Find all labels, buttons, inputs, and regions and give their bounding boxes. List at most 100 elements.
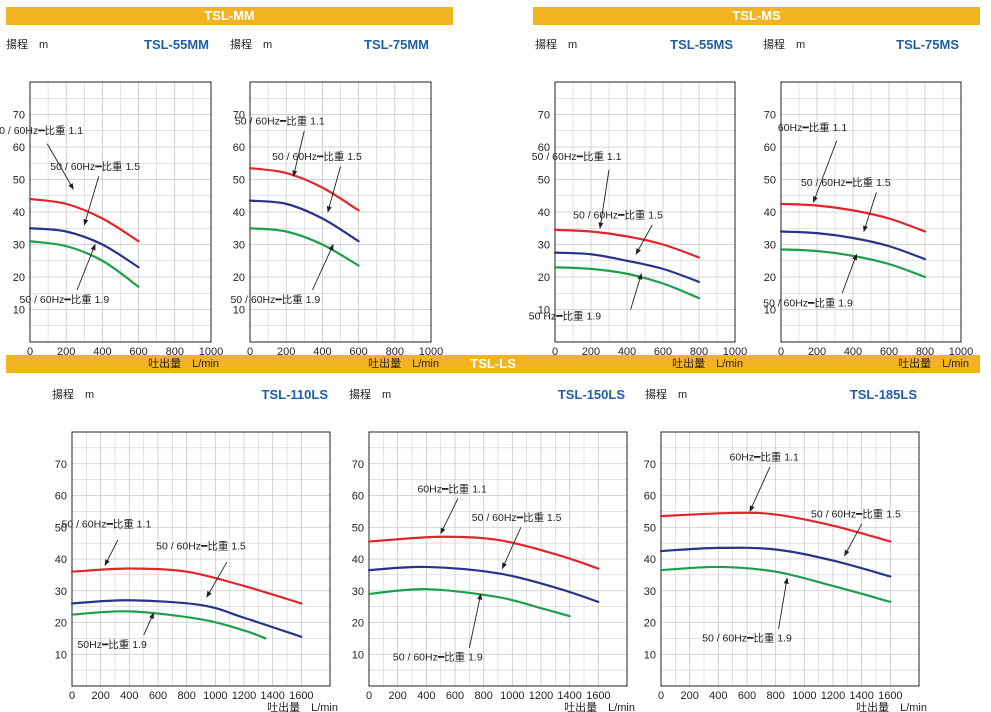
x-tick-label: 1200 [232,690,256,702]
y-tick-label: 60 [644,491,656,503]
x-tick-label: 200 [808,346,826,358]
x-tick-label: 1000 [203,690,227,702]
y-tick-label: 20 [538,272,550,284]
annotation-arrow [501,527,522,570]
y-axis-label: 揚程 m [6,38,48,51]
banner-tsl-ls: TSL-LS [6,355,980,373]
y-tick-label: 50 [55,522,67,534]
plot-frame [249,81,432,343]
y-tick-label: 20 [55,618,67,630]
x-axis-label: 吐出量 L/min [148,356,219,370]
y-tick-label: 60 [233,142,245,154]
y-tick-label: 70 [233,110,245,122]
x-tick-label: 0 [658,690,664,702]
annotation-arrow [326,166,341,213]
x-tick-label: 600 [349,346,367,358]
series-line-red [28,197,140,243]
y-tick-label: 40 [764,207,776,219]
series-line-blue [70,599,303,638]
annotation-arrow [598,169,610,229]
y-tick-label: 10 [352,649,364,661]
annotation-label: 50 / 60Hz━比重 1.1 [0,124,83,137]
annotation-label: 50 / 60Hz━比重 1.5 [50,160,140,173]
x-axis-label: 吐出量 L/min [564,700,635,712]
y-tick-label: 20 [644,618,656,630]
x-tick-label: 1000 [723,346,747,358]
x-tick-label: 600 [129,346,147,358]
x-tick-label: 800 [386,346,404,358]
x-tick-label: 0 [552,346,558,358]
x-axis-label: 吐出量 L/min [672,356,743,370]
y-tick-label: 30 [764,240,776,252]
y-tick-label: 70 [13,110,25,122]
plot-frame [29,81,212,343]
annotation-arrow [292,130,305,177]
x-tick-label: 200 [57,346,75,358]
series-line-blue [659,546,892,578]
x-tick-label: 0 [27,346,33,358]
annotation-label: 50 / 60Hz━比重 1.5 [573,209,663,222]
annotation-arrow [143,612,155,636]
y-tick-label: 20 [352,618,364,630]
x-tick-label: 0 [69,690,75,702]
x-tick-label: 1600 [586,690,610,702]
annotation-arrow [863,192,877,233]
y-tick-label: 10 [644,649,656,661]
y-tick-label: 30 [644,586,656,598]
annotation-arrow [206,561,228,598]
x-tick-label: 400 [93,346,111,358]
series-line-green [70,610,267,640]
x-axis-label: 吐出量 L/min [267,700,338,712]
y-tick-label: 70 [352,459,364,471]
annotation-arrow [46,143,74,190]
y-tick-label: 20 [13,272,25,284]
chart-title: TSL-55MS [670,37,733,52]
x-tick-label: 1600 [878,690,902,702]
y-tick-label: 60 [55,491,67,503]
y-axis-label: 揚程 m [52,388,94,401]
y-tick-label: 30 [13,240,25,252]
y-tick-label: 50 [233,175,245,187]
chart-tsl-150ls: 10 20 30 40 50 60 70 0 200 400 600 800 1000 1200 1400 1… [349,387,635,712]
series-line-green [553,266,701,300]
y-tick-label: 70 [764,110,776,122]
x-tick-label: 1000 [419,346,443,358]
x-axis-label: 吐出量 L/min [898,356,969,370]
x-tick-label: 800 [916,346,934,358]
series-line-red [779,202,927,233]
annotation-arrow [440,498,459,535]
series-line-blue [28,227,140,269]
y-tick-label: 20 [233,272,245,284]
annotation-label: 60Hz━比重 1.1 [778,121,848,134]
series-line-green [28,240,140,288]
series-line-red [367,535,600,570]
y-tick-label: 70 [538,110,550,122]
annotation-label: 50 / 60Hz━比重 1.1 [62,517,152,530]
y-axis-label: 揚程 m [645,388,687,401]
series-line-blue [367,565,600,603]
x-tick-label: 1400 [849,690,873,702]
annotation-arrow [468,593,483,648]
x-tick-label: 1200 [821,690,845,702]
series-line-blue [553,251,701,283]
series-line-blue [779,230,927,261]
x-tick-label: 0 [247,346,253,358]
y-tick-label: 20 [764,272,776,284]
series-line-green [367,588,571,618]
y-axis-label: 揚程 m [763,38,805,51]
chart-tsl-55ms: 10 20 30 40 50 60 70 0 200 400 600 800 1000 揚程 m TSL-5… [529,37,747,370]
annotation-arrow [83,176,100,226]
x-tick-label: 0 [366,690,372,702]
x-tick-label: 400 [313,346,331,358]
x-tick-label: 200 [680,690,698,702]
chart-tsl-75mm: 10 20 30 40 50 60 70 0 200 400 600 800 1000 揚程 m TSL-7… [230,37,443,370]
annotation-arrow [635,224,653,255]
y-tick-label: 70 [644,459,656,471]
x-tick-label: 800 [474,690,492,702]
chart-tsl-185ls: 10 20 30 40 50 60 70 0 200 400 600 800 1000 1200 1400 1… [644,387,927,712]
y-tick-label: 30 [233,240,245,252]
annotation-arrow [76,243,96,291]
chart-title: TSL-75MM [364,37,429,52]
y-tick-label: 50 [13,175,25,187]
x-tick-label: 0 [778,346,784,358]
